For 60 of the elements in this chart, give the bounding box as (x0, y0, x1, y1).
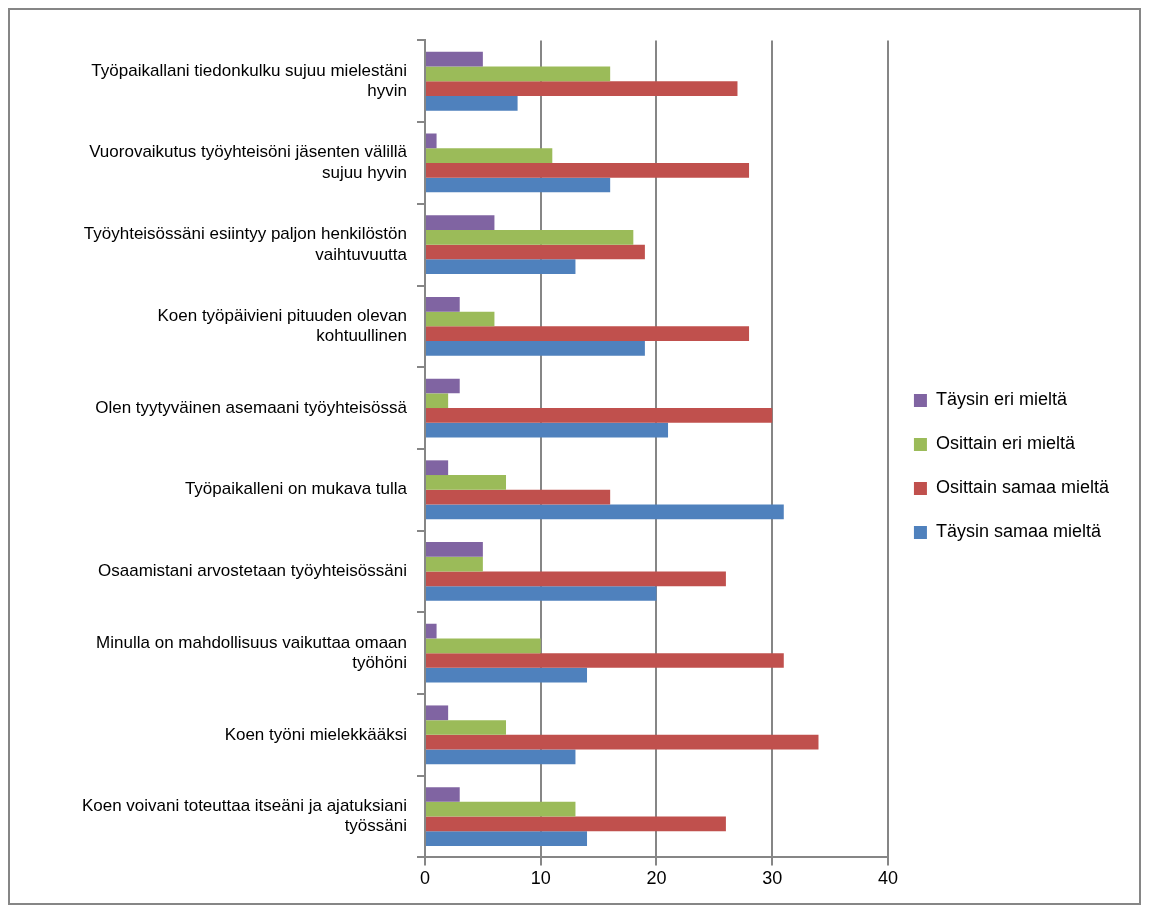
bar (426, 408, 773, 423)
bar (426, 229, 634, 245)
bar (426, 542, 483, 557)
bar (426, 475, 507, 490)
bar (426, 81, 738, 96)
y-tick-label: Koen voivani toteuttaa itseäni ja ajatuksiani työssäni (81, 796, 407, 836)
y-tick-label: Minulla on mahdollisuus vaikuttaa omaan työhöni (96, 632, 407, 673)
legend-label: Täysin eri mieltä (935, 389, 1068, 410)
bar (426, 623, 437, 639)
bar (426, 801, 576, 817)
y-tick-label: Osaamistani arvostetaan työyhteisössäni (98, 561, 407, 581)
bar (426, 378, 460, 394)
y-tick-label: Työyhteisössäni esiintyy paljon henkilöstön vaihtuvuutta (83, 224, 408, 264)
y-tick-label: Olen tyytyväinen asemaani työyhteisössä (95, 397, 408, 417)
bar (426, 556, 483, 572)
bar (426, 341, 645, 356)
y-tick-label: Työpaikallani tiedonkulku sujuu mielestäni hyvin (91, 60, 407, 101)
bar (426, 95, 518, 111)
chart-frame: Täysin eri mieltä Osittain eri mieltä Osittain samaa mieltä Täysin samaa mieltä 0 10 20 30 40 Työpaikallani tiedonkulku sujuu mielestäni hyvin Vuorovaikutus työyhteisöni jäsenten välillä sujuu hyvin Työyhteisössäni esiintyy paljon henkilöstön vaihtuvuutta Koen työpäivieni pituuden olevan kohtuullinen Olen tyytyväinen asemaani työyhteisössä Työpaikalleni on mukava tulla Osaamistani arvostetaan työyhteisössäni Minulla on mahdollisuus vaikuttaa omaan työhöni Koen työni mielekkääksi Koen voivani toteuttaa itseäni ja ajatuksiani työssäni (8, 8, 1141, 905)
bar (426, 215, 495, 230)
bar (426, 51, 483, 67)
bar (426, 326, 750, 342)
bar (426, 66, 611, 82)
bar (426, 638, 541, 654)
bar (426, 787, 460, 802)
y-tick-label: Työpaikalleni on mukava tulla (184, 479, 408, 499)
x-tick-label: 10 (530, 868, 551, 889)
x-tick-label: 20 (646, 868, 667, 889)
bar (426, 504, 784, 520)
bar (426, 244, 645, 260)
bar (426, 720, 507, 735)
y-tick-label: Vuorovaikutus työyhteisöni jäsenten välillä sujuu hyvin (89, 142, 408, 182)
bar (426, 162, 750, 178)
bar (426, 667, 588, 683)
bar (426, 148, 553, 163)
bar (426, 705, 449, 721)
bar (426, 393, 449, 409)
bar (426, 489, 611, 505)
y-tick-label: Koen työni mielekkääksi (224, 724, 407, 744)
bar (426, 571, 726, 587)
x-tick-label: 30 (762, 868, 783, 889)
bar (426, 749, 576, 765)
bar (426, 586, 657, 601)
x-tick-label: 40 (877, 868, 898, 889)
bar (426, 177, 611, 193)
bar (426, 653, 784, 668)
bar (426, 831, 588, 846)
bar (426, 259, 576, 275)
bar (426, 296, 460, 312)
legend-label: Osittain eri mieltä (935, 433, 1076, 454)
x-tick-label: 0 (419, 868, 431, 889)
y-tick-label: Koen työpäivieni pituuden olevan kohtuullinen (157, 305, 407, 346)
legend-label: Täysin samaa mieltä (935, 521, 1102, 542)
legend-label: Osittain samaa mieltä (935, 477, 1110, 498)
bar (426, 311, 495, 327)
bar (426, 816, 726, 832)
bar (426, 422, 669, 438)
bar (426, 734, 819, 750)
bar (426, 133, 437, 149)
bar (426, 460, 449, 476)
